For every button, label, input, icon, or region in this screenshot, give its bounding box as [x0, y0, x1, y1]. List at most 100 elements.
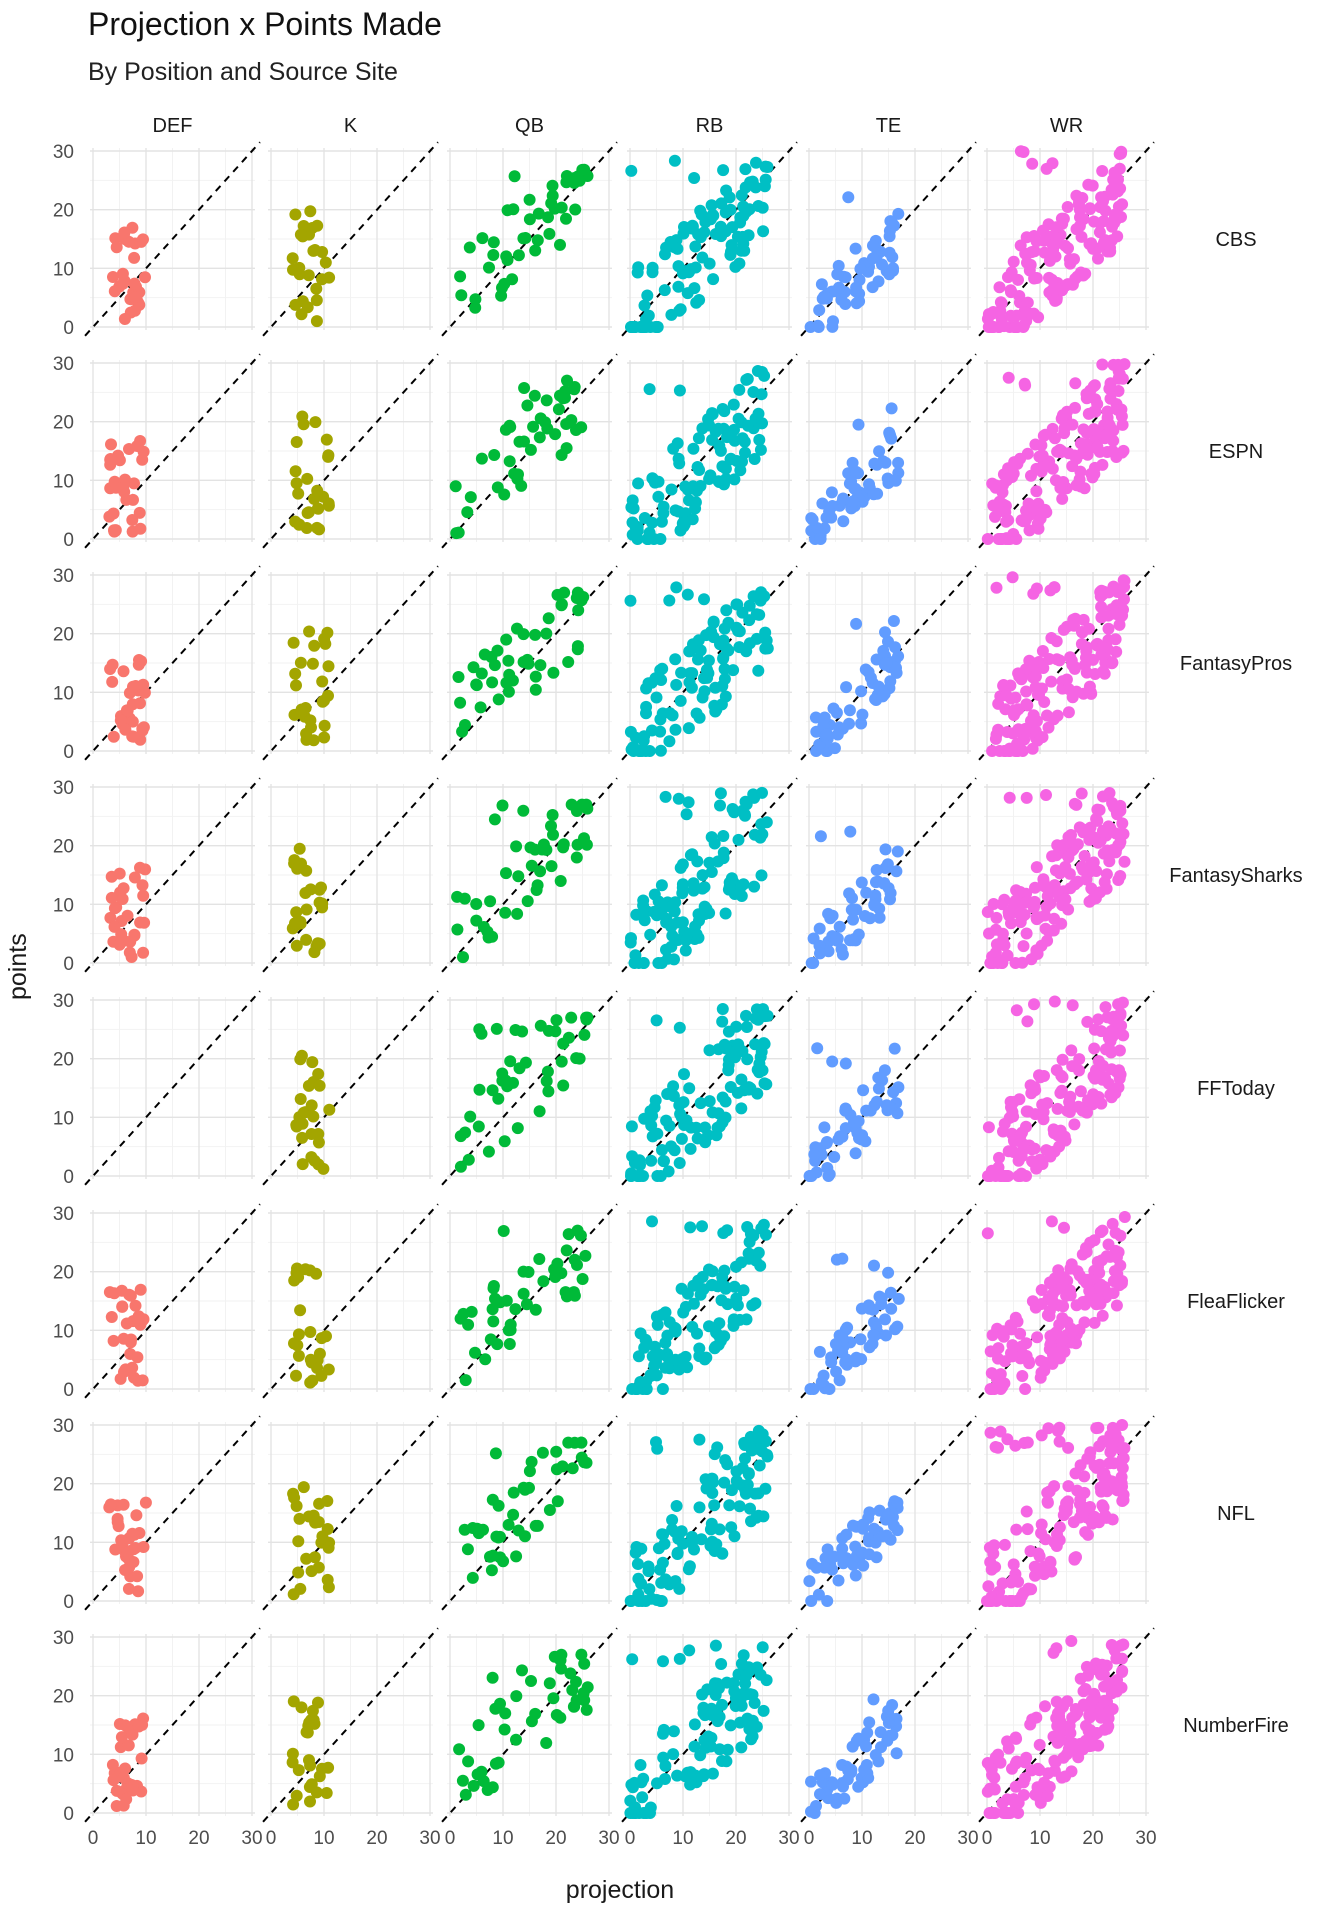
data-point	[694, 480, 707, 492]
data-point	[675, 1282, 688, 1295]
data-point	[886, 217, 899, 229]
data-point	[760, 816, 773, 829]
data-point	[682, 796, 695, 809]
data-point	[1091, 803, 1104, 816]
data-point	[1017, 940, 1030, 953]
data-point	[831, 728, 844, 741]
data-point	[1074, 480, 1087, 493]
data-point	[626, 516, 639, 529]
data-point	[868, 899, 881, 912]
data-point	[719, 907, 732, 920]
data-point	[676, 878, 689, 891]
data-point	[743, 1236, 756, 1248]
data-point	[759, 626, 772, 639]
data-point	[759, 1482, 772, 1495]
data-point	[126, 1784, 139, 1797]
y-tick-label: 20	[53, 1475, 74, 1496]
data-point	[525, 1455, 538, 1468]
data-point	[499, 1707, 512, 1720]
data-point	[1084, 203, 1097, 215]
data-point	[1068, 253, 1080, 266]
data-point	[513, 435, 526, 448]
data-point	[301, 472, 314, 485]
data-point	[826, 1778, 839, 1791]
data-point	[1041, 1496, 1054, 1509]
data-point	[805, 957, 818, 969]
data-point	[707, 273, 720, 286]
data-point	[1100, 429, 1113, 442]
data-point	[1073, 1064, 1085, 1077]
data-point	[658, 284, 671, 297]
data-point	[523, 1481, 535, 1494]
facet-panel	[262, 990, 439, 1186]
data-point	[518, 382, 531, 394]
data-point	[302, 269, 315, 282]
data-point	[738, 808, 751, 821]
data-point	[670, 678, 683, 691]
data-point	[1095, 191, 1108, 204]
x-tick-label: 20	[1082, 1828, 1103, 1849]
data-point	[299, 1263, 312, 1276]
data-point	[731, 230, 744, 243]
data-point	[1089, 405, 1102, 418]
data-point	[989, 1807, 1001, 1819]
data-point	[122, 1739, 135, 1752]
data-point	[999, 1170, 1011, 1182]
data-point	[882, 1509, 895, 1521]
data-point	[503, 419, 516, 432]
data-point	[108, 902, 121, 915]
data-point	[1058, 1130, 1071, 1143]
reference-line	[84, 141, 261, 337]
facet-row-label: FantasySharks	[1169, 865, 1302, 887]
data-point	[857, 1559, 870, 1572]
data-point	[1017, 146, 1030, 158]
data-point	[569, 203, 582, 216]
data-point	[719, 206, 732, 219]
data-point	[1007, 1558, 1020, 1571]
data-point	[883, 428, 896, 441]
data-point	[646, 261, 659, 274]
data-point	[531, 234, 544, 247]
data-point	[306, 657, 319, 670]
data-point	[688, 172, 701, 184]
data-point	[499, 906, 512, 919]
data-point	[648, 1340, 661, 1353]
data-point	[1002, 533, 1015, 545]
data-point	[859, 1135, 872, 1148]
data-point	[1028, 245, 1041, 258]
data-point	[656, 1144, 668, 1156]
data-point	[1055, 917, 1068, 930]
data-point	[666, 1523, 679, 1536]
data-point	[578, 1456, 591, 1469]
data-point	[634, 1327, 647, 1340]
data-point	[836, 1542, 849, 1555]
data-point	[994, 1425, 1007, 1438]
y-tick-label: 20	[53, 201, 74, 222]
data-point	[523, 1465, 536, 1478]
data-point	[533, 1253, 546, 1265]
data-point	[883, 246, 896, 259]
data-point	[555, 599, 568, 612]
data-point	[646, 1215, 658, 1228]
data-point	[486, 676, 499, 689]
data-point	[1033, 1738, 1046, 1751]
data-point	[813, 1345, 826, 1358]
data-point	[639, 1807, 652, 1819]
x-tick-label: 0	[445, 1828, 456, 1849]
data-point	[1049, 221, 1062, 234]
data-point	[1043, 1304, 1056, 1317]
data-point	[503, 1338, 516, 1350]
x-tick-label: 30	[1135, 1828, 1156, 1849]
facet-panel	[84, 565, 261, 761]
data-point	[703, 257, 716, 270]
data-point	[1068, 619, 1080, 632]
data-point	[1096, 641, 1109, 654]
data-point	[739, 163, 752, 176]
data-point	[1061, 201, 1074, 213]
facet-panel	[621, 1415, 798, 1611]
data-point	[817, 1369, 830, 1382]
data-point	[1007, 255, 1020, 268]
data-point	[842, 191, 855, 204]
data-point	[741, 373, 754, 385]
data-point	[126, 514, 139, 526]
